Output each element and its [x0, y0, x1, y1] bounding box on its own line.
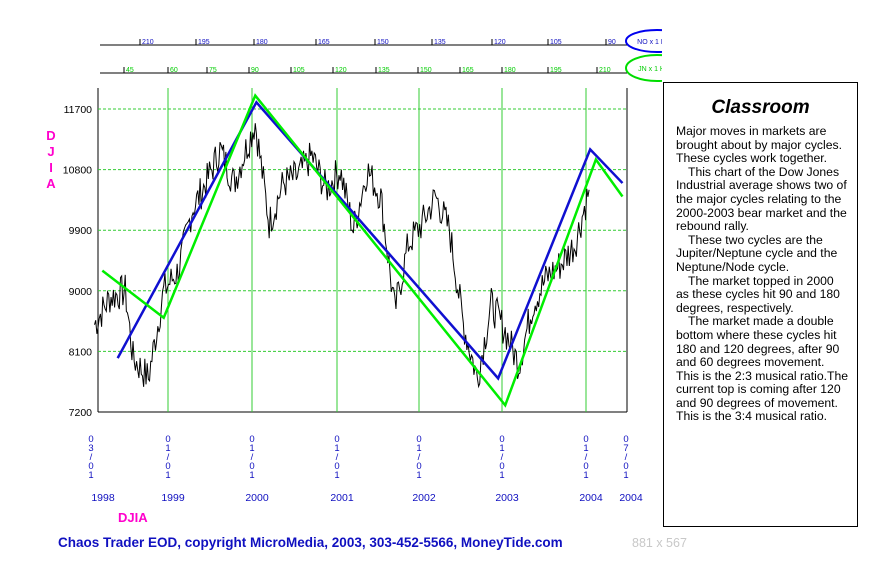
x-tick-label: / [418, 452, 421, 463]
x-tick-label: 1 [165, 470, 170, 481]
cycle-scale-tick-label: 195 [198, 39, 210, 46]
year-label: 2004 [619, 492, 643, 504]
cycle-scale-tick-label: 210 [142, 39, 154, 46]
x-tick-label: / [501, 452, 504, 463]
y-tick-label: 8100 [69, 346, 93, 358]
x-tick-label: 0 [416, 461, 421, 472]
x-tick-label: / [251, 452, 254, 463]
y-axis-label: A [46, 176, 56, 191]
x-tick-label: 0 [334, 461, 339, 472]
y-tick-label: 9900 [69, 225, 93, 237]
panel-body: Major moves in markets are brought about… [664, 124, 857, 424]
cycle-legend-label: JN x 1 Hello [638, 66, 662, 73]
cycle-scale-tick-label: 90 [608, 39, 616, 46]
panel-paragraph: Major moves in markets are brought about… [676, 124, 842, 166]
panel-paragraph: These two cycles are the Jupiter/Neptune… [676, 232, 838, 274]
year-label: 1998 [91, 492, 115, 504]
cycle-legend-label: NO x 1 Hello [637, 39, 662, 46]
y-axis-label: D [46, 128, 55, 143]
x-tick-label: 7 [623, 443, 628, 454]
cycle-legend-ellipse [625, 29, 662, 53]
year-label: 2001 [330, 492, 354, 504]
cycle-scale-tick-label: 165 [318, 39, 330, 46]
cycle-scale-tick-label: 150 [377, 39, 389, 46]
year-label: 1999 [161, 492, 185, 504]
x-axis-label: DJIA [118, 510, 148, 525]
x-tick-label: 1 [416, 443, 421, 454]
x-tick-label: / [167, 452, 170, 463]
x-tick-label: 0 [249, 461, 254, 472]
x-tick-label: 1 [249, 470, 254, 481]
cycle-scale-tick-label: 195 [550, 67, 562, 74]
x-tick-label: 0 [499, 461, 504, 472]
y-axis-label: I [49, 160, 53, 175]
y-tick-label: 11700 [64, 104, 93, 116]
x-tick-label: 0 [416, 434, 421, 445]
x-tick-label: 1 [334, 443, 339, 454]
panel-paragraph: The market topped in 2000 as these cycle… [676, 273, 840, 315]
x-tick-label: 1 [623, 470, 628, 481]
year-label: 2000 [245, 492, 269, 504]
cycle-scale-tick-label: 90 [251, 67, 259, 74]
cycle-scale-tick-label: 105 [550, 39, 562, 46]
cycle-scale-tick-label: 105 [293, 67, 305, 74]
series-line-jn-cycle [101, 93, 624, 408]
cycle-scale-tick-label: 135 [434, 39, 446, 46]
cycle-scale-tick-label: 180 [256, 39, 268, 46]
x-tick-label: 3 [88, 443, 93, 454]
x-tick-label: 1 [499, 470, 504, 481]
x-tick-label: 0 [165, 434, 170, 445]
x-tick-label: 0 [88, 434, 93, 445]
djia-chart: 1170010800990090008100720003/01199801/01… [46, 29, 662, 525]
cycle-scale-tick-label: 60 [170, 67, 178, 74]
series-line-djia [94, 123, 590, 389]
series-line-no-cycle [116, 100, 624, 381]
cycle-scale-tick-label: 165 [462, 67, 474, 74]
cycle-scale-tick-label: 150 [420, 67, 432, 74]
panel-title: Classroom [711, 97, 810, 118]
x-tick-label: 1 [416, 470, 421, 481]
footer-copyright: Chaos Trader EOD, copyright MicroMedia, … [58, 535, 563, 550]
panel-paragraph: The market made a double bottom where th… [676, 314, 849, 424]
cycle-scale-tick-label: 180 [504, 67, 516, 74]
y-tick-label: 9000 [69, 286, 93, 298]
x-tick-label: 0 [165, 461, 170, 472]
x-tick-label: 0 [583, 434, 588, 445]
x-tick-label: 0 [499, 434, 504, 445]
x-tick-label: / [585, 452, 588, 463]
classroom-panel: Classroom Major moves in markets are bro… [663, 82, 858, 527]
panel-paragraph: This chart of the Dow Jones Industrial a… [676, 164, 847, 234]
year-label: 2003 [495, 492, 519, 504]
year-label: 2004 [579, 492, 603, 504]
x-tick-label: 1 [334, 470, 339, 481]
y-axis-label: J [47, 144, 54, 159]
x-tick-label: 0 [88, 461, 93, 472]
cycle-scale-tick-label: 120 [335, 67, 347, 74]
x-tick-label: 1 [499, 443, 504, 454]
image-dimensions: 881 x 567 [632, 536, 687, 550]
x-tick-label: 1 [249, 443, 254, 454]
cycle-scale-tick-label: 75 [209, 67, 217, 74]
x-tick-label: 1 [165, 443, 170, 454]
cycle-scale-tick-label: 210 [599, 67, 611, 74]
x-tick-label: 1 [583, 470, 588, 481]
x-tick-label: 1 [88, 470, 93, 481]
x-tick-label: 0 [623, 434, 628, 445]
x-tick-label: / [625, 452, 628, 463]
cycle-scale-tick-label: 45 [126, 67, 134, 74]
x-tick-label: 0 [623, 461, 628, 472]
year-label: 2002 [412, 492, 436, 504]
x-tick-label: 0 [334, 434, 339, 445]
x-tick-label: 0 [249, 434, 254, 445]
y-tick-label: 10800 [63, 165, 92, 177]
x-tick-label: 1 [583, 443, 588, 454]
x-tick-label: / [90, 452, 93, 463]
x-tick-label: / [336, 452, 339, 463]
cycle-legend-ellipse [625, 54, 662, 82]
cycle-scale-tick-label: 120 [494, 39, 506, 46]
cycle-scale-tick-label: 135 [378, 67, 390, 74]
x-tick-label: 0 [583, 461, 588, 472]
y-tick-label: 7200 [69, 407, 93, 419]
